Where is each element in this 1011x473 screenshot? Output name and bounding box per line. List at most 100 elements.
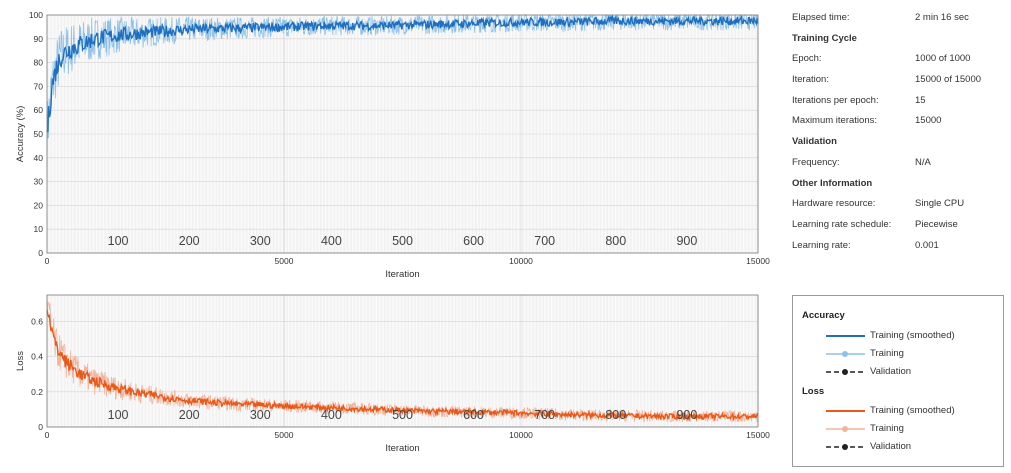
loss-epoch-band <box>224 295 226 427</box>
loss-epoch-band <box>648 295 650 427</box>
loss-epoch-band <box>221 295 223 427</box>
loss-epoch-band <box>337 295 338 427</box>
loss-epoch-band <box>230 295 232 427</box>
accuracy-y-tick-label: 50 <box>34 129 44 139</box>
loss-epoch-band <box>428 295 429 427</box>
loss-epoch-band <box>231 295 233 427</box>
loss-epoch-band <box>642 295 644 427</box>
loss-epoch-band <box>291 295 293 427</box>
loss-epoch-band <box>334 295 335 427</box>
loss-epoch-label: 900 <box>676 408 697 422</box>
legend-accuracy-heading: Accuracy <box>802 310 845 321</box>
loss-epoch-band <box>566 295 567 427</box>
loss-epoch-band <box>412 295 414 427</box>
loss-epoch-band <box>241 295 243 427</box>
loss-epoch-band <box>728 295 729 427</box>
loss-epoch-band <box>439 295 441 427</box>
loss-epoch-band <box>604 295 606 427</box>
loss-epoch-band <box>620 295 621 427</box>
loss-epoch-band <box>243 295 244 427</box>
loss-x-tick-label: 15000 <box>746 430 770 440</box>
loss-epoch-band <box>200 295 202 427</box>
loss-epoch-band <box>122 295 124 427</box>
loss-epoch-band <box>524 295 526 427</box>
loss-epoch-band <box>500 295 502 427</box>
loss-epoch-band <box>246 295 247 427</box>
accuracy-y-tick-label: 100 <box>29 10 43 20</box>
loss-epoch-bands <box>47 295 758 427</box>
loss-epoch-band <box>396 295 398 427</box>
loss-epoch-band <box>530 295 532 427</box>
loss-epoch-band <box>312 295 314 427</box>
loss-epoch-band <box>605 295 607 427</box>
loss-epoch-band <box>463 295 465 427</box>
loss-epoch-band <box>492 295 493 427</box>
loss-epoch-band <box>395 295 397 427</box>
accuracy-x-tick-label: 5000 <box>275 256 294 266</box>
loss-epoch-band <box>348 295 350 427</box>
loss-epoch-band <box>82 295 84 427</box>
loss-epoch-band <box>706 295 708 427</box>
maximum-iterations-row: Maximum iterations: 15000 <box>792 111 1004 132</box>
loss-epoch-band <box>746 295 748 427</box>
loss-epoch-band <box>415 295 417 427</box>
loss-epoch-band <box>129 295 131 427</box>
loss-epoch-band <box>187 295 189 427</box>
loss-epoch-band <box>81 295 82 427</box>
loss-epoch-band <box>585 295 587 427</box>
loss-epoch-band <box>426 295 428 427</box>
loss-epoch-band <box>369 295 371 427</box>
loss-epoch-band <box>726 295 728 427</box>
loss-epoch-band <box>305 295 307 427</box>
loss-epoch-band <box>469 295 471 427</box>
loss-epoch-band <box>183 295 185 427</box>
loss-epoch-band <box>551 295 553 427</box>
loss-epoch-band <box>265 295 267 427</box>
loss-epoch-band <box>338 295 340 427</box>
loss-epoch-band <box>206 295 207 427</box>
loss-epoch-band <box>725 295 727 427</box>
loss-epoch-band <box>536 295 537 427</box>
loss-epoch-band <box>608 295 610 427</box>
loss-epoch-band <box>674 295 675 427</box>
loss-epoch-band <box>519 295 520 427</box>
loss-epoch-band <box>647 295 648 427</box>
loss-epoch-band <box>733 295 735 427</box>
loss-epoch-band <box>113 295 115 427</box>
accuracy-y-tick-label: 40 <box>34 153 44 163</box>
loss-epoch-band <box>493 295 495 427</box>
loss-epoch-band <box>657 295 658 427</box>
accuracy-x-axis-label: Iteration <box>385 269 419 280</box>
loss-epoch-band <box>527 295 529 427</box>
loss-epoch-band <box>621 295 623 427</box>
accuracy-y-tick-label: 60 <box>34 105 44 115</box>
loss-epoch-band <box>740 295 742 427</box>
loss-smoothed-line <box>46 309 759 422</box>
legend-accuracy-training: Training <box>825 348 1000 360</box>
loss-epoch-band <box>435 295 436 427</box>
loss-epoch-band <box>631 295 633 427</box>
loss-epoch-band <box>388 295 389 427</box>
loss-epoch-band <box>304 295 306 427</box>
accuracy-epoch-label: 600 <box>463 234 484 248</box>
loss-epoch-band <box>624 295 626 427</box>
loss-epoch-band <box>237 295 239 427</box>
loss-epoch-band <box>422 295 424 427</box>
loss-epoch-band <box>614 295 616 427</box>
loss-epoch-band <box>465 295 466 427</box>
frequency-value: N/A <box>915 156 931 168</box>
loss-epoch-band <box>600 295 601 427</box>
legend-swatch-accuracy-smoothed <box>826 335 865 337</box>
loss-epoch-band <box>405 295 407 427</box>
loss-epoch-band <box>595 295 597 427</box>
loss-epoch-band <box>176 295 178 427</box>
loss-epoch-band <box>684 295 685 427</box>
loss-epoch-band <box>423 295 425 427</box>
legend-loss-training-smoothed-label: Training (smoothed) <box>870 405 955 416</box>
learning-rate-schedule-label: Learning rate schedule: <box>792 218 892 230</box>
loss-epoch-band <box>615 295 617 427</box>
loss-epoch-band <box>526 295 527 427</box>
loss-epoch-band <box>273 295 274 427</box>
loss-epoch-band <box>558 295 560 427</box>
loss-epoch-band <box>238 295 240 427</box>
